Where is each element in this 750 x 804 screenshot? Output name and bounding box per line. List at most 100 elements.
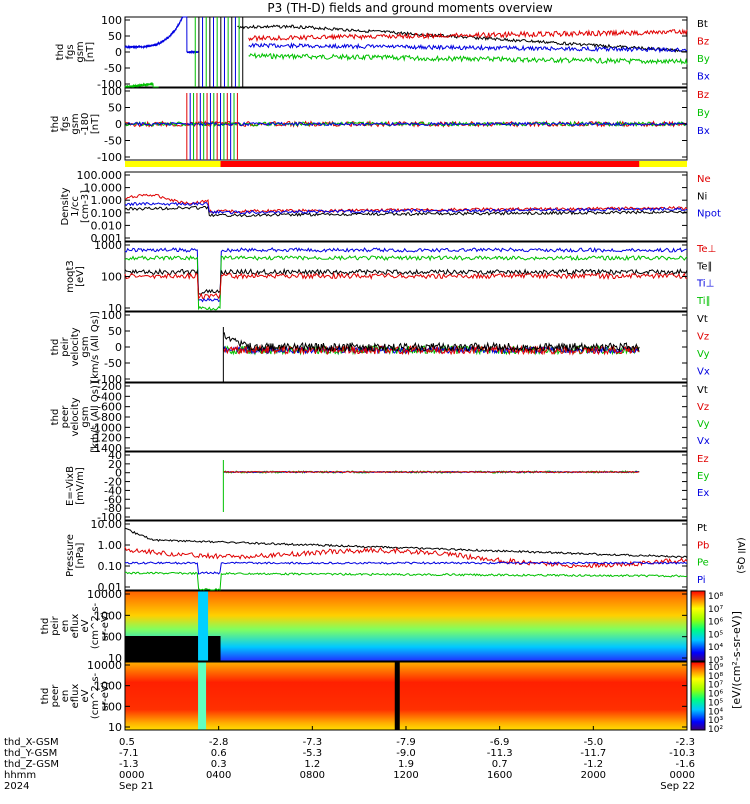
ytick-label: 100 (101, 271, 122, 284)
footer-value: 0.7 (492, 759, 508, 770)
plot-title: P3 (TH-D) fields and ground moments over… (267, 1, 552, 15)
ylabel-line: moqt3 (65, 260, 76, 293)
electron-spectrogram (125, 662, 687, 730)
ytick-label: -1200 (90, 432, 122, 445)
ytick-label: 100 (101, 631, 122, 644)
ytick-label: -50 (104, 62, 122, 75)
footer-value: 0.3 (211, 759, 227, 770)
trace-npot (124, 201, 688, 215)
footer-value: 0000 (119, 770, 144, 781)
trace-by-early (124, 82, 159, 89)
ytick-label: 10 (108, 652, 122, 665)
legend-entry: Vx (697, 367, 710, 378)
colorbar-tick: 10³ (708, 716, 723, 726)
footer-value: 0400 (206, 770, 231, 781)
colorbar-label: [eV/(cm²-s-sr-eV)] (730, 611, 743, 709)
ylabel-line: en (60, 690, 71, 703)
ytick-label: 10.00 (91, 518, 123, 531)
trace-ez (222, 470, 640, 474)
ylabel-line: thd (50, 409, 61, 426)
ytick-label: 50 (108, 102, 122, 115)
ylabel-line: peir (50, 615, 61, 635)
ytick-label: 50 (108, 30, 122, 43)
footer-value: -2.8 (209, 737, 229, 748)
ytick-label: -600 (97, 401, 122, 414)
ylabel-line: E=-VixB (65, 466, 76, 506)
ytick-label: 0.10 (98, 560, 123, 573)
ylabel-line: thd (55, 44, 66, 61)
trace-bz (248, 28, 688, 43)
legend-entry: Bt (697, 19, 708, 30)
ytick-label: 10 (108, 721, 122, 734)
footer-value: 1.9 (398, 759, 414, 770)
ylabel: thd fgs gsm -180 [nT] (50, 113, 101, 136)
ytick-label: 0.010 (91, 219, 123, 232)
legend-entry: Ni (697, 191, 707, 202)
panel-frame (124, 16, 688, 88)
trace-te-par (124, 267, 688, 295)
ylabel-line: (cm^2-s- (90, 602, 101, 649)
ylabel-line: sr-eV) (100, 681, 111, 710)
status-bar (125, 161, 687, 167)
trace-ni (124, 204, 688, 218)
ytick-label: 10 (108, 302, 122, 315)
colorbar (690, 590, 706, 662)
panel-temp: 1000 100 10 moqt3 [eV] Te⊥ Te∥ Ti⊥ Ti∥ (65, 239, 716, 315)
footer-value: Sep 22 (660, 781, 695, 792)
ytick-label: 20 (108, 458, 122, 471)
footer-value: -7.9 (396, 737, 416, 748)
colorbar-tick: 10⁸ (708, 592, 723, 602)
legend-entry: Vz (697, 332, 709, 343)
ylabel-line: [mV/m] (75, 467, 86, 505)
electron-spectrogram-gap (394, 662, 400, 730)
legend-entry: Pb (697, 540, 709, 551)
legend-entry: Ey (697, 471, 709, 482)
footer-value: 2000 (581, 770, 606, 781)
ytick-label: 100 (101, 309, 122, 322)
legend-entry: Te⊥ (696, 244, 716, 255)
legend-entry: Vx (697, 436, 710, 447)
ytick-label: 1000 (94, 680, 122, 693)
legend-entry: Pe (697, 558, 709, 569)
ylabel: thd fgs gsm [nT] (55, 41, 96, 62)
panel-ion_spec: 10000 1000 100 10 thd peir en eflux eV (cm^2-s-sr… (40, 588, 723, 666)
footer-value: -7.3 (303, 737, 323, 748)
ytick-label: 0 (115, 46, 122, 59)
ytick-label: 0.100 (91, 207, 123, 220)
colorbar-tick: 10³ (708, 656, 723, 666)
legend-entry: Te∥ (696, 261, 713, 272)
panel-frame (124, 590, 688, 662)
ylabel-line: fgs (65, 44, 76, 59)
ylabel-line: peir (60, 336, 71, 356)
legend-entry: Pi (697, 575, 706, 586)
status-bar-red (220, 161, 640, 167)
footer-value: -2.3 (675, 737, 695, 748)
colorbar-tick: 10² (708, 725, 723, 735)
ylabel-line: peer (50, 684, 61, 708)
trace-ti-perp (124, 246, 688, 303)
ylabel-line: thd (40, 618, 51, 635)
legend-entry: Pt (697, 523, 707, 534)
panel-frame (124, 382, 688, 452)
ylabel-line: fgs (60, 116, 71, 131)
ylabel-line: [km/s (All Qs)] (90, 381, 101, 453)
ylabel: thd peer velocity gsm [km/s (All Qs)] (50, 381, 101, 453)
ylabel-line: gsm (70, 113, 81, 134)
ylabel-line: 1/cc (70, 196, 81, 217)
panel-fgs_hp: 100 50 0 -50 -100 thd fgs gsm -180 [nT] Bz By Bx (50, 85, 710, 164)
panel-elec_spec: 10000 1000 100 10 thd peer en eflux eV (cm^2-s-sr… (40, 659, 723, 735)
panel-pressure: 10.00 1.00 0.10 0.01 Pressure [nPa] Pt Pb Pe Pi (A… (65, 518, 746, 594)
ylabel-line: [eV] (75, 266, 86, 287)
ylabel-line: [nT] (85, 42, 96, 62)
ytick-label: -50 (104, 357, 122, 370)
footer-value: -5.3 (303, 748, 323, 759)
ylabel-line: gsm (75, 41, 86, 62)
footer-row-label: thd_Z-GSM (4, 759, 59, 770)
electron-spectrogram-dip (198, 662, 207, 730)
ylabel-line: [nPa] (75, 542, 86, 568)
ylabel-line: peer (60, 405, 71, 429)
ylabel-line: Density (60, 187, 71, 225)
